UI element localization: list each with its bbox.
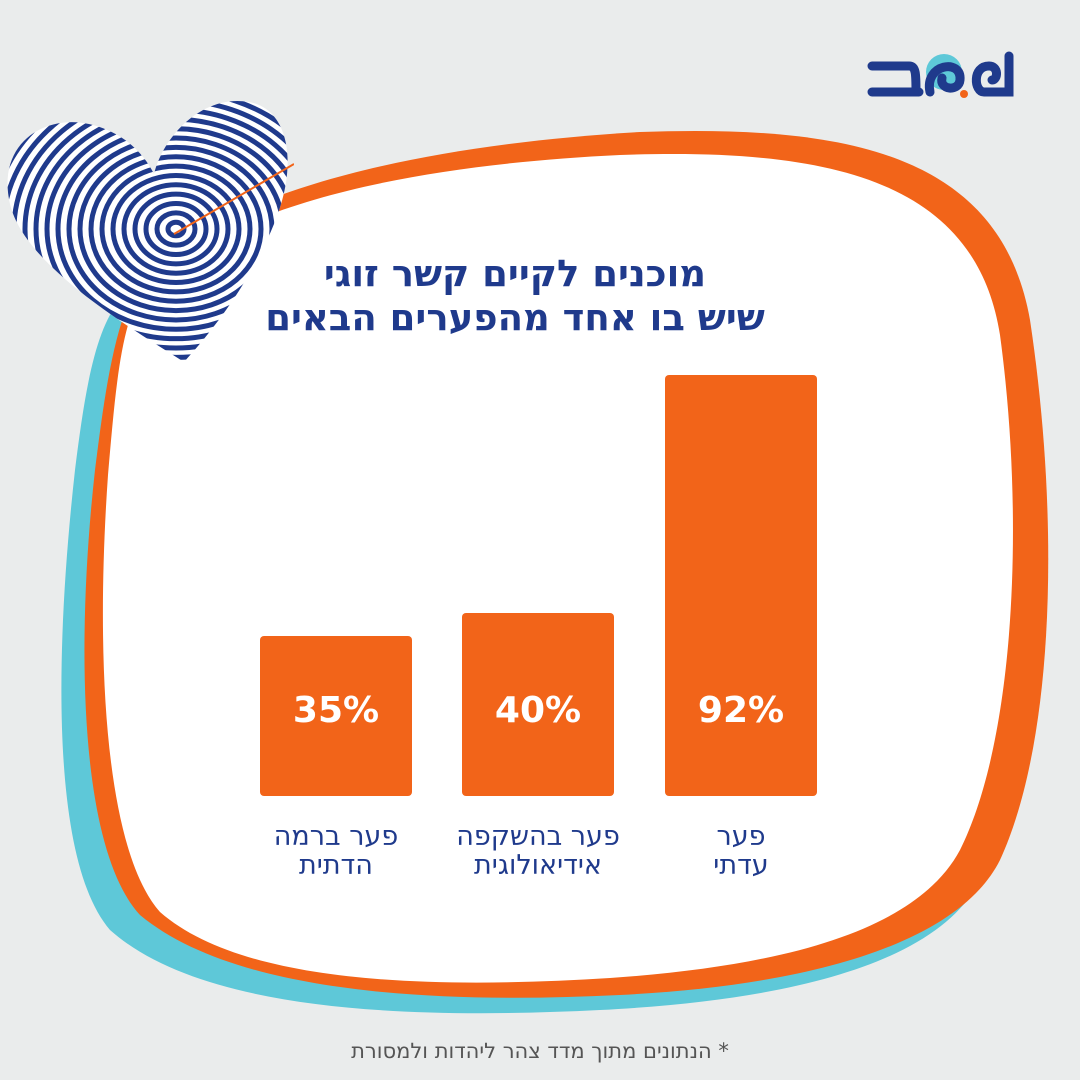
bar-1: [665, 375, 817, 796]
category-label-line: עדתי: [713, 850, 769, 881]
category-label-line: אידיאולוגית: [474, 850, 602, 881]
bar-3: [260, 635, 412, 796]
data-label: 40%: [494, 690, 582, 731]
category-label-line: פער בהשקפה: [456, 821, 620, 852]
footnote: * הנתונים מתוך מדד צהר ליהדות ולמסורת: [351, 1039, 729, 1063]
category-label: פער עדתי: [631, 822, 851, 880]
category-label-line: פער ברמה: [273, 821, 399, 852]
data-label: 35%: [292, 690, 380, 731]
bar-2: [462, 612, 614, 796]
chart-title-line-2: שיש בו אחד מהפערים הבאים: [265, 296, 765, 339]
category-label: פער בהשקפה אידיאולוגית: [428, 822, 648, 880]
data-label: 92%: [697, 690, 785, 731]
fingerprint-heart-icon: [7, 100, 294, 362]
chart-title-line-1: מוכנים לקיים קשר זוגי: [323, 252, 707, 295]
logo: [867, 51, 1014, 98]
category-label-line: פער: [716, 821, 766, 852]
chart-title: מוכנים לקיים קשר זוגי שיש בו אחד מהפערים…: [200, 252, 830, 340]
category-label-line: הדתית: [299, 850, 373, 881]
category-label: פער ברמה הדתית: [226, 822, 446, 880]
